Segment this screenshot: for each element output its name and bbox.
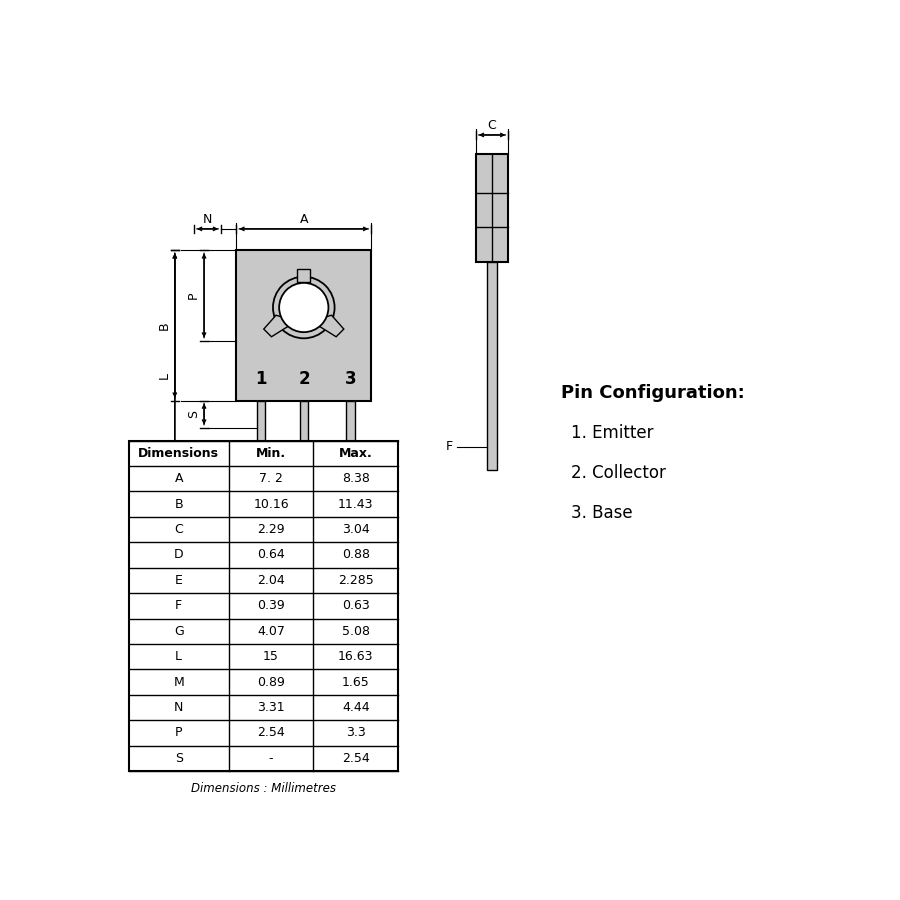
Text: 11.43: 11.43 (338, 498, 373, 510)
Bar (300, 400, 309, 500)
Text: N: N (202, 213, 212, 226)
Text: 4.44: 4.44 (342, 701, 370, 714)
Text: 1.65: 1.65 (342, 676, 370, 688)
Text: M: M (174, 676, 184, 688)
Text: 0.88: 0.88 (342, 548, 370, 562)
Text: S: S (175, 752, 183, 765)
Bar (297, 269, 310, 282)
Text: 4.07: 4.07 (257, 625, 285, 638)
Bar (237, 250, 371, 400)
Polygon shape (264, 315, 296, 337)
Text: L: L (176, 650, 182, 663)
Bar (476, 154, 508, 262)
Text: G: G (174, 625, 184, 638)
Text: E: E (175, 574, 183, 587)
Text: L: L (158, 372, 170, 379)
Text: 0.39: 0.39 (257, 599, 285, 612)
Text: 2: 2 (299, 370, 310, 388)
Text: 3. Base: 3. Base (571, 504, 632, 522)
Text: B: B (158, 321, 170, 329)
Bar (346, 400, 355, 500)
Text: 16.63: 16.63 (338, 650, 373, 663)
Text: S: S (187, 410, 200, 419)
Bar (256, 400, 266, 500)
Text: 0.64: 0.64 (257, 548, 285, 562)
Text: D: D (174, 548, 184, 562)
Text: 3.3: 3.3 (346, 726, 365, 740)
Text: 2.54: 2.54 (257, 726, 285, 740)
Text: A: A (175, 472, 183, 485)
Text: Min.: Min. (256, 446, 286, 460)
Text: 0.89: 0.89 (257, 676, 285, 688)
Text: 2. Collector: 2. Collector (571, 464, 665, 482)
Text: F: F (176, 599, 182, 612)
Text: P: P (175, 726, 183, 740)
Text: 7. 2: 7. 2 (259, 472, 283, 485)
Text: 2.54: 2.54 (342, 752, 370, 765)
Text: Dimensions : Millimetres: Dimensions : Millimetres (191, 782, 336, 795)
Text: N: N (174, 701, 184, 714)
Circle shape (279, 283, 328, 332)
Circle shape (273, 276, 335, 338)
Text: A: A (300, 213, 308, 226)
Text: Max.: Max. (339, 446, 373, 460)
Text: 3: 3 (345, 370, 356, 388)
Polygon shape (311, 315, 344, 337)
Text: B: B (175, 498, 183, 510)
Text: 2.285: 2.285 (338, 574, 374, 587)
Text: 2.04: 2.04 (257, 574, 285, 587)
Text: 0.63: 0.63 (342, 599, 370, 612)
Text: 10.16: 10.16 (253, 498, 289, 510)
Text: 2.29: 2.29 (257, 523, 285, 536)
Bar (129, 441, 398, 771)
Text: 3.31: 3.31 (257, 701, 285, 714)
Bar (488, 262, 497, 470)
Text: 5.08: 5.08 (342, 625, 370, 638)
Text: 3.04: 3.04 (342, 523, 370, 536)
Text: P: P (187, 292, 200, 299)
Text: D: D (267, 507, 277, 519)
Text: 8.38: 8.38 (342, 472, 370, 485)
Text: Pin Configuration:: Pin Configuration: (562, 384, 745, 402)
Text: 1. Emitter: 1. Emitter (571, 424, 653, 442)
Text: F: F (446, 440, 453, 454)
Text: 1: 1 (256, 370, 266, 388)
Text: C: C (175, 523, 183, 536)
Text: C: C (488, 119, 497, 132)
Text: Dimensions: Dimensions (139, 446, 220, 460)
Text: 15: 15 (263, 650, 279, 663)
Text: -: - (269, 752, 274, 765)
